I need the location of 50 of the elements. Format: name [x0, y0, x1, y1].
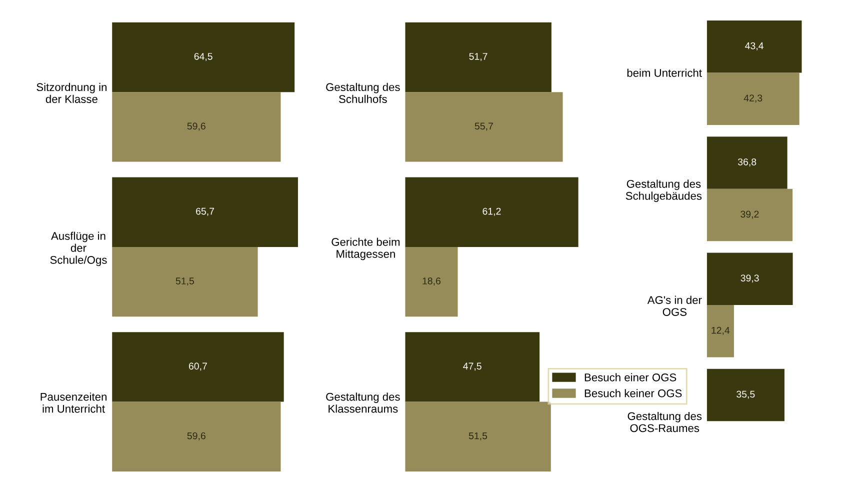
- y-tick-label: Gestaltung des Schulhofs: [326, 82, 400, 104]
- bar: [405, 402, 551, 472]
- data-label: 60,7: [188, 362, 207, 371]
- bar: [706, 305, 734, 358]
- bar: [112, 402, 281, 472]
- data-label: 51,5: [176, 278, 194, 286]
- y-tick-label: beim Unterricht: [627, 68, 702, 77]
- data-label: 59,6: [187, 122, 206, 131]
- bar: [405, 332, 540, 402]
- y-tick-label: Gerichte beim Mittagessen: [332, 238, 400, 260]
- data-label: 51,7: [469, 53, 488, 62]
- bar: [706, 136, 788, 189]
- data-label: 12,4: [712, 326, 730, 335]
- data-label: 42,3: [744, 94, 762, 103]
- bar: [405, 177, 578, 247]
- y-tick-label: AG's in der OGS: [647, 296, 702, 316]
- data-label: 35,5: [736, 390, 755, 399]
- data-label: 47,5: [463, 362, 482, 371]
- legend-label: Besuch keiner OGS: [584, 389, 682, 398]
- data-label: 36,8: [738, 158, 756, 167]
- bar: [112, 332, 284, 402]
- y-tick-label: Gestaltung des OGS-Raumes: [628, 412, 702, 432]
- data-label: 51,5: [468, 432, 488, 440]
- y-tick-label: Gestaltung des Schulgebäudes: [626, 180, 702, 202]
- bar: [706, 72, 800, 125]
- bar: [112, 177, 298, 247]
- data-label: 39,2: [740, 210, 759, 219]
- bar: [112, 92, 281, 162]
- data-label: 59,6: [187, 432, 206, 440]
- bar: [405, 92, 563, 162]
- data-label: 64,5: [194, 52, 212, 62]
- bar: [112, 22, 295, 92]
- bar: [405, 246, 458, 317]
- data-label: 18,6: [422, 278, 440, 286]
- bar: [706, 188, 793, 242]
- bar: [112, 246, 258, 317]
- y-tick-label: Ausflüge in der Schule/Ogs: [50, 232, 107, 266]
- y-tick-label: Gestaltung des Klassenraums: [326, 392, 400, 413]
- y-tick-label: Pausenzeiten im Unterricht: [40, 392, 106, 413]
- data-label: 61,2: [482, 208, 501, 216]
- bar: [706, 368, 784, 422]
- data-label: 43,4: [745, 42, 764, 50]
- bar: [706, 252, 793, 306]
- data-label: 55,7: [474, 122, 493, 131]
- y-tick-label: Sitzordnung in der Klasse: [36, 82, 106, 104]
- bar: [405, 22, 552, 92]
- data-label: 65,7: [196, 208, 214, 216]
- bar: [706, 20, 802, 73]
- legend-label: Besuch einer OGS: [584, 373, 676, 382]
- data-label: 39,3: [740, 274, 759, 283]
